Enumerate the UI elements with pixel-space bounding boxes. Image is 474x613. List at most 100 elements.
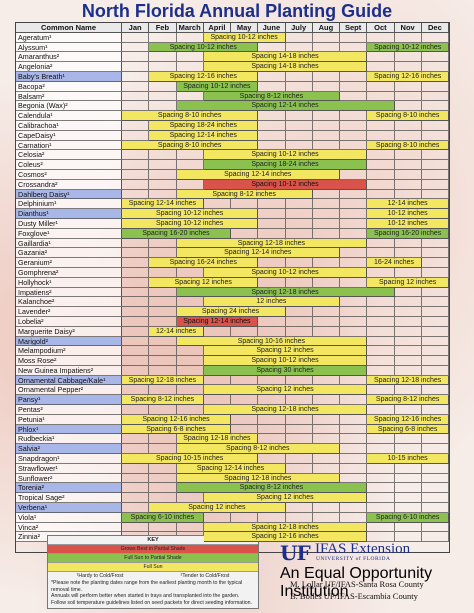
month-cell (203, 199, 231, 210)
spacing-bar: Spacing 12-16 inches (367, 414, 449, 425)
month-cell (340, 424, 368, 435)
month-cell (421, 346, 449, 357)
month-cell (122, 150, 150, 161)
month-cell (149, 493, 177, 504)
month-cell (394, 169, 422, 180)
month-cell (122, 267, 150, 278)
month-cell (340, 375, 368, 386)
month-cell (149, 91, 177, 102)
month-cell (122, 463, 150, 474)
header-month: Sept (340, 23, 368, 33)
month-cell (176, 160, 204, 170)
plant-name: Viola¹ (16, 512, 122, 523)
spacing-bar: Spacing 8-12 inches (122, 395, 204, 406)
month-cell (394, 493, 422, 504)
month-cell (421, 444, 449, 455)
spacing-bar: Spacing 10-12 inches (122, 209, 259, 219)
spacing-bar: 16-24 inches (367, 258, 422, 268)
month-cell (258, 199, 286, 210)
month-cell (122, 62, 150, 72)
month-cell (149, 483, 177, 494)
header-month: July (285, 23, 313, 33)
month-cell (122, 130, 150, 141)
month-cell (421, 91, 449, 102)
month-cell (122, 365, 150, 376)
spacing-bar: Spacing 12-16 inches (149, 71, 259, 82)
month-cell (421, 120, 449, 131)
plant-name: Petunia¹ (16, 414, 122, 425)
month-cell (340, 199, 368, 210)
month-cell (258, 375, 286, 386)
plant-name: Lavender² (16, 307, 122, 317)
plant-name: Impatiens² (16, 287, 122, 298)
month-cell (149, 238, 177, 249)
month-cell (312, 395, 340, 406)
month-cell (122, 444, 150, 455)
plant-name: Lobelia² (16, 316, 122, 327)
header-month: Aug (312, 23, 340, 33)
month-cell (149, 160, 177, 170)
month-cell (149, 62, 177, 72)
plant-name: Cosmos² (16, 169, 122, 180)
spacing-bar: Spacing 6-8 inches (122, 424, 231, 435)
month-cell (258, 424, 286, 435)
month-cell (367, 267, 395, 278)
month-cell (312, 32, 340, 43)
month-cell (312, 218, 340, 229)
plant-name: Celosia² (16, 150, 122, 161)
header-month: Oct (367, 23, 395, 33)
month-cell (367, 130, 395, 141)
month-cell (149, 52, 177, 63)
month-cell (285, 316, 313, 327)
month-cell (285, 32, 313, 43)
plant-name: New Guinea Impatiens² (16, 365, 122, 376)
spacing-bar: Spacing 8-12 inches (203, 91, 340, 102)
month-cell (149, 189, 177, 200)
month-cell (231, 424, 259, 435)
month-cell (394, 532, 422, 543)
month-cell (367, 120, 395, 131)
month-cell (258, 120, 286, 131)
spacing-bar: Spacing 8-10 inches (367, 111, 449, 121)
plant-name: Verbena¹ (16, 503, 122, 513)
month-cell (149, 316, 177, 327)
month-cell (394, 326, 422, 337)
month-cell (258, 258, 286, 268)
month-cell (312, 209, 340, 219)
month-cell (312, 326, 340, 337)
spacing-bar: Spacing 10-12 inches (203, 356, 368, 366)
spacing-bar: 12-14 inches (149, 326, 204, 337)
plant-name: Ornamental Pepper² (16, 385, 122, 396)
spacing-bar: Spacing 14-18 inches (203, 62, 368, 72)
month-cell (340, 42, 368, 53)
month-cell (312, 316, 340, 327)
month-cell (231, 228, 259, 239)
month-cell (394, 62, 422, 72)
month-cell (312, 42, 340, 53)
month-cell (203, 326, 231, 337)
month-cell (394, 248, 422, 259)
planting-table: Common Name Jan Feb March April May June July Au… (15, 22, 450, 554)
month-cell (176, 365, 204, 376)
spacing-bar: Spacing 8-12 inches (176, 444, 340, 455)
month-cell (203, 395, 231, 406)
month-cell (285, 71, 313, 82)
spacing-bar: Spacing 8-12 inches (367, 395, 449, 406)
month-cell (394, 179, 422, 190)
spacing-bar: Spacing 18-24 inches (203, 160, 368, 170)
month-cell (122, 71, 150, 82)
month-cell (367, 532, 395, 543)
spacing-bar: Spacing 8-10 inches (122, 140, 259, 151)
month-cell (258, 209, 286, 219)
month-cell (122, 189, 150, 200)
month-cell (176, 62, 204, 72)
month-cell (421, 365, 449, 376)
spacing-bar: 10-12 inches (367, 218, 449, 229)
month-cell (340, 297, 368, 308)
month-cell (122, 179, 150, 190)
month-cell (285, 503, 313, 513)
month-cell (312, 463, 340, 474)
month-cell (421, 258, 449, 268)
month-cell (312, 512, 340, 523)
month-cell (367, 473, 395, 484)
